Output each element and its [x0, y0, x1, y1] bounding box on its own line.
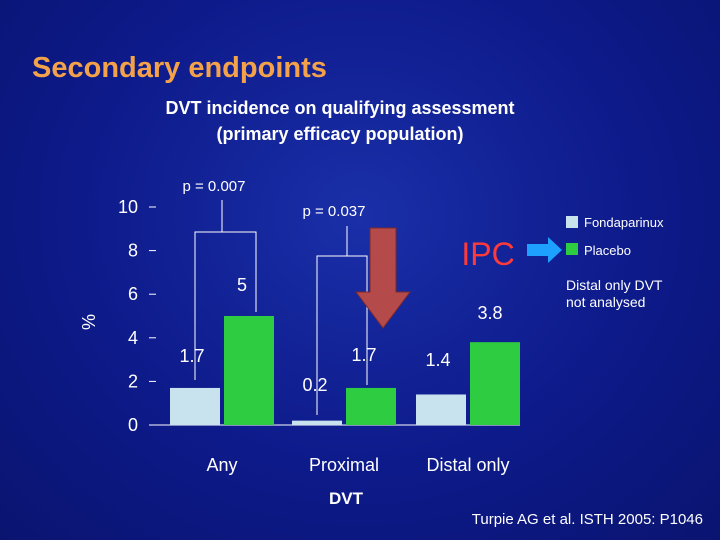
- category-label: Distal only: [426, 455, 509, 475]
- bar-value-label: 1.7: [179, 346, 204, 366]
- bar-value-label: 1.7: [351, 345, 376, 365]
- distal-note-line-2: not analysed: [566, 294, 645, 310]
- bars: [170, 316, 520, 425]
- bar-value-label: 1.4: [425, 350, 450, 370]
- down-arrow-icon: [355, 227, 411, 329]
- ipc-label: IPC: [461, 236, 514, 272]
- slide-title: Secondary endpoints: [32, 52, 327, 84]
- bar-placebo-proximal: [346, 387, 396, 425]
- y-tick-label: 10: [118, 197, 138, 217]
- x-axis-label: DVT: [329, 489, 364, 508]
- bracket-proximal: [316, 226, 368, 415]
- bar-value-label: 5: [237, 275, 247, 295]
- p-value-proximal: p = 0.037: [303, 203, 366, 220]
- p-value-any: p = 0.007: [183, 178, 246, 195]
- bar-fondaparinux-any: [170, 387, 220, 425]
- category-label: Any: [206, 455, 237, 475]
- y-tick-label: 8: [128, 241, 138, 261]
- legend-swatch-fondaparinux: [566, 216, 578, 228]
- y-tick-label: 2: [128, 371, 138, 391]
- chart-title-line-1: DVT incidence on qualifying assessment: [165, 98, 515, 118]
- bracket-any: [194, 200, 257, 380]
- y-tick-label: 4: [128, 328, 138, 348]
- bar-placebo-distal-only: [470, 342, 520, 425]
- category-label: Proximal: [309, 455, 379, 475]
- y-tick-label: 6: [128, 284, 138, 304]
- distal-note-line-1: Distal only DVT: [566, 277, 663, 293]
- y-axis-label: %: [79, 314, 99, 330]
- legend: Fondaparinux Placebo: [566, 215, 664, 258]
- y-ticks: 0 2 4 6 8 10: [118, 197, 156, 435]
- bar-value-label: 0.2: [302, 375, 327, 395]
- chart-title-line-2: (primary efficacy population): [216, 124, 464, 144]
- bar-fondaparinux-distal-only: [416, 394, 466, 425]
- chart-title: DVT incidence on qualifying assessment (…: [120, 95, 560, 147]
- citation: Turpie AG et al. ISTH 2005: P1046: [472, 511, 703, 528]
- legend-swatch-placebo: [566, 243, 578, 255]
- legend-label-fondaparinux: Fondaparinux: [584, 215, 664, 230]
- y-tick-label: 0: [128, 415, 138, 435]
- bar-placebo-any: [224, 316, 274, 425]
- bar-fondaparinux-proximal: [292, 420, 342, 425]
- legend-label-placebo: Placebo: [584, 243, 631, 258]
- category-labels: Any Proximal Distal only: [206, 455, 509, 475]
- right-arrow-icon: [527, 237, 562, 263]
- bar-labels: 1.7 5 0.2 1.7 1.4 3.8: [179, 275, 502, 395]
- bar-value-label: 3.8: [477, 303, 502, 323]
